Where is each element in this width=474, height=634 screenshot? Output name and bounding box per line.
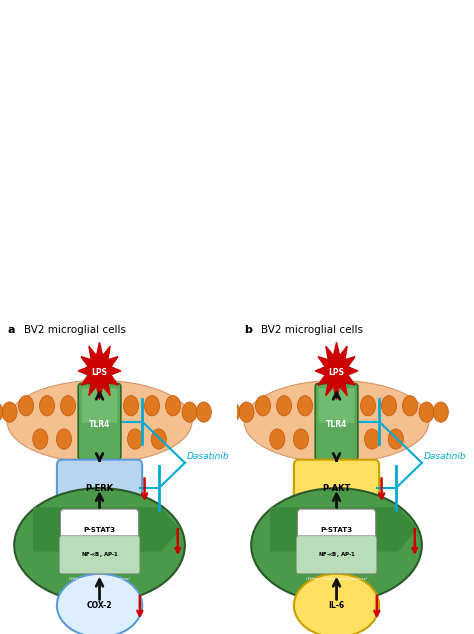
- Ellipse shape: [14, 488, 185, 602]
- Circle shape: [2, 402, 17, 422]
- Circle shape: [56, 429, 72, 449]
- Ellipse shape: [7, 380, 192, 463]
- Circle shape: [293, 429, 309, 449]
- Circle shape: [39, 396, 55, 416]
- Text: Dasatinib: Dasatinib: [424, 452, 467, 461]
- Circle shape: [388, 429, 403, 449]
- Ellipse shape: [251, 488, 422, 602]
- Text: NF-$\kappa$B, AP-1: NF-$\kappa$B, AP-1: [318, 550, 356, 559]
- Text: NF-$\kappa$B, AP-1: NF-$\kappa$B, AP-1: [81, 550, 118, 559]
- Text: TLR4: TLR4: [89, 420, 110, 429]
- Circle shape: [33, 429, 48, 449]
- Ellipse shape: [244, 380, 429, 463]
- Circle shape: [270, 429, 285, 449]
- Polygon shape: [78, 342, 121, 399]
- Circle shape: [365, 429, 380, 449]
- Circle shape: [128, 429, 143, 449]
- FancyBboxPatch shape: [82, 388, 118, 423]
- FancyBboxPatch shape: [78, 384, 121, 460]
- Circle shape: [382, 396, 397, 416]
- Polygon shape: [315, 342, 358, 399]
- Text: TLR4: TLR4: [326, 420, 347, 429]
- Circle shape: [402, 396, 418, 416]
- Text: IL-6: IL-6: [328, 601, 345, 610]
- Circle shape: [165, 396, 181, 416]
- Circle shape: [225, 402, 240, 422]
- Circle shape: [18, 396, 34, 416]
- Circle shape: [145, 396, 160, 416]
- Ellipse shape: [57, 574, 142, 634]
- Text: LPS: LPS: [91, 368, 108, 377]
- Circle shape: [61, 396, 76, 416]
- FancyBboxPatch shape: [57, 460, 142, 517]
- FancyBboxPatch shape: [296, 536, 377, 574]
- FancyBboxPatch shape: [319, 388, 354, 423]
- Text: BV2 microglial cells: BV2 microglial cells: [261, 325, 363, 335]
- FancyBboxPatch shape: [298, 509, 375, 550]
- Text: LPS: LPS: [328, 368, 345, 377]
- Text: (Other transcription factors): (Other transcription factors): [306, 576, 367, 581]
- Text: P-ERK: P-ERK: [85, 484, 114, 493]
- Circle shape: [151, 429, 166, 449]
- FancyArrow shape: [33, 507, 180, 552]
- Circle shape: [360, 396, 375, 416]
- Text: a: a: [7, 325, 15, 335]
- Text: Dasatinib: Dasatinib: [187, 452, 230, 461]
- FancyBboxPatch shape: [294, 460, 379, 517]
- Text: BV2 microglial cells: BV2 microglial cells: [24, 325, 126, 335]
- Text: P-STAT3: P-STAT3: [320, 527, 353, 533]
- Circle shape: [239, 402, 254, 422]
- Text: COX-2: COX-2: [87, 601, 112, 610]
- FancyArrow shape: [270, 507, 417, 552]
- Circle shape: [433, 402, 448, 422]
- Circle shape: [0, 402, 3, 422]
- FancyBboxPatch shape: [61, 509, 138, 550]
- Circle shape: [419, 402, 434, 422]
- Circle shape: [255, 396, 271, 416]
- Text: P-STAT3: P-STAT3: [83, 527, 116, 533]
- Text: (Other transcription factors): (Other transcription factors): [69, 576, 130, 581]
- Ellipse shape: [294, 574, 379, 634]
- FancyBboxPatch shape: [315, 384, 358, 460]
- Circle shape: [196, 402, 211, 422]
- Circle shape: [123, 396, 138, 416]
- Circle shape: [298, 396, 313, 416]
- Text: P-AKT: P-AKT: [322, 484, 351, 493]
- FancyBboxPatch shape: [59, 536, 140, 574]
- Text: b: b: [244, 325, 252, 335]
- Circle shape: [182, 402, 197, 422]
- Circle shape: [276, 396, 292, 416]
